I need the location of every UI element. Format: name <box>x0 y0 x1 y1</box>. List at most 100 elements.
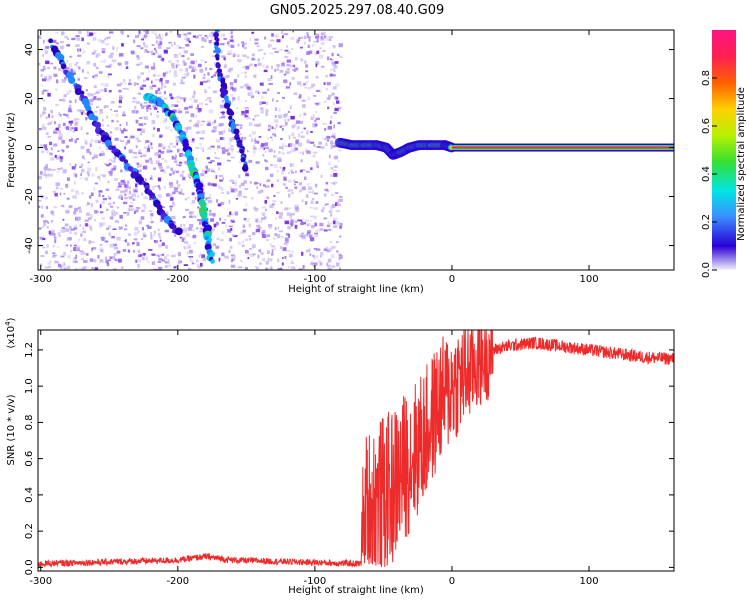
noise-speckle <box>82 50 86 54</box>
noise-speckle <box>157 53 162 56</box>
noise-speckle <box>211 129 216 133</box>
noise-speckle <box>314 102 320 105</box>
noise-speckle <box>109 173 113 177</box>
noise-speckle <box>214 119 217 123</box>
noise-speckle <box>237 95 240 99</box>
colorbar-tick-label: 0.8 <box>701 70 712 86</box>
noise-speckle <box>166 193 170 197</box>
noise-speckle <box>323 82 326 85</box>
noise-speckle <box>177 34 182 38</box>
noise-speckle <box>186 72 190 76</box>
noise-speckle <box>209 100 212 103</box>
noise-speckle <box>140 130 145 133</box>
noise-speckle <box>268 44 271 48</box>
noise-speckle <box>158 163 162 167</box>
noise-speckle <box>230 156 235 159</box>
descending-track-point <box>92 115 99 122</box>
noise-speckle <box>203 73 206 76</box>
noise-speckle <box>265 109 269 113</box>
noise-speckle <box>80 233 83 237</box>
noise-speckle <box>320 89 322 93</box>
noise-speckle <box>169 93 173 97</box>
noise-speckle <box>74 173 78 178</box>
noise-speckle <box>326 189 329 193</box>
noise-speckle <box>216 199 218 203</box>
noise-speckle <box>92 75 95 78</box>
noise-speckle <box>149 157 152 161</box>
noise-speckle <box>331 204 336 208</box>
noise-speckle <box>69 162 72 166</box>
noise-speckle <box>324 127 327 131</box>
noise-speckle <box>67 115 70 119</box>
noise-speckle <box>74 268 78 270</box>
noise-speckle <box>200 123 204 126</box>
noise-speckle <box>159 78 162 83</box>
noise-speckle <box>253 150 256 154</box>
noise-speckle <box>146 106 150 109</box>
noise-speckle <box>150 217 152 220</box>
noise-speckle <box>274 227 277 231</box>
noise-speckle <box>182 216 186 219</box>
noise-speckle <box>206 197 211 199</box>
noise-speckle <box>175 163 180 167</box>
snr-scale-exponent: 4 <box>4 321 12 326</box>
descending-track <box>48 38 183 236</box>
noise-speckle <box>229 39 234 42</box>
noise-speckle <box>137 207 141 210</box>
noise-speckle <box>335 96 339 100</box>
noise-speckle <box>99 222 104 227</box>
noise-speckle <box>56 42 59 45</box>
noise-speckle <box>66 90 69 93</box>
noise-speckle <box>75 44 80 47</box>
noise-speckle <box>169 173 172 176</box>
noise-speckle <box>286 68 291 70</box>
noise-speckle <box>193 99 198 103</box>
noise-speckle <box>189 259 194 263</box>
noise-speckle <box>224 64 227 69</box>
noise-speckle <box>329 222 333 225</box>
noise-speckle <box>112 228 117 230</box>
noise-speckle <box>39 115 42 118</box>
noise-speckle <box>273 195 276 197</box>
noise-speckle <box>219 217 222 221</box>
noise-speckle <box>237 266 242 269</box>
noise-speckle <box>308 37 311 42</box>
noise-speckle <box>87 34 92 37</box>
noise-speckle <box>240 113 245 117</box>
noise-speckle <box>101 217 105 220</box>
noise-speckle <box>157 87 161 91</box>
noise-speckle <box>225 149 229 152</box>
noise-speckle <box>220 49 223 54</box>
noise-speckle <box>339 195 343 198</box>
noise-speckle <box>279 125 282 128</box>
noise-speckle <box>282 247 287 252</box>
noise-speckle <box>185 67 188 72</box>
noise-speckle <box>114 144 117 147</box>
noise-speckle <box>42 78 47 82</box>
noise-speckle <box>190 53 194 56</box>
noise-speckle <box>161 110 165 113</box>
noise-speckle <box>331 135 336 138</box>
noise-speckle <box>197 219 201 222</box>
noise-speckle <box>73 118 77 121</box>
noise-speckle <box>169 128 173 132</box>
noise-speckle <box>58 136 63 140</box>
noise-speckle <box>42 246 46 249</box>
noise-speckle <box>47 122 52 126</box>
noise-speckle <box>213 126 216 129</box>
noise-speckle <box>178 191 182 195</box>
noise-speckle <box>215 125 218 130</box>
noise-speckle <box>331 61 334 64</box>
noise-speckle <box>95 106 99 108</box>
noise-speckle <box>306 32 309 35</box>
noise-speckle <box>200 262 203 267</box>
noise-speckle <box>218 174 224 177</box>
noise-speckle <box>248 238 252 241</box>
noise-speckle <box>138 62 143 65</box>
noise-speckle <box>240 259 243 263</box>
noise-speckle <box>277 92 280 94</box>
noise-speckle <box>300 221 304 225</box>
steep-track-point <box>217 72 224 79</box>
